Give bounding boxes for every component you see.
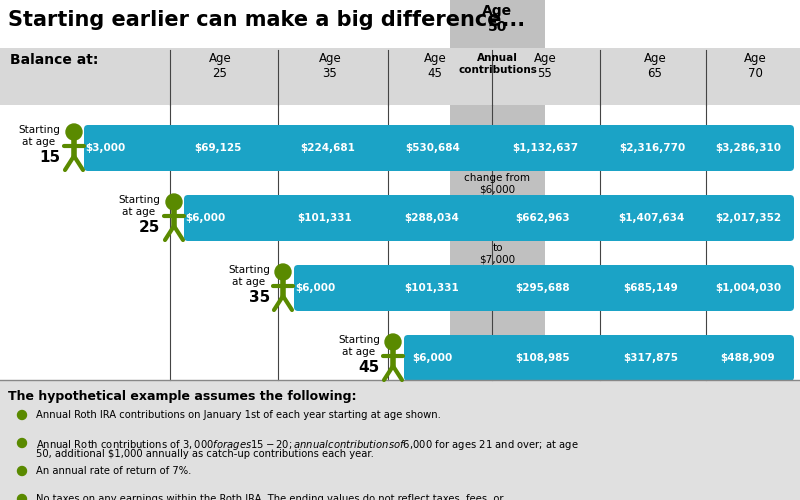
Text: $530,684: $530,684 (406, 143, 461, 153)
Bar (0, 380, 800, 500)
Circle shape (18, 494, 26, 500)
FancyBboxPatch shape (404, 335, 794, 381)
Text: change from
$6,000: change from $6,000 (465, 173, 530, 195)
Text: to
$7,000: to $7,000 (479, 243, 515, 264)
Text: $685,149: $685,149 (624, 283, 678, 293)
Circle shape (275, 264, 291, 280)
Text: Age
65: Age 65 (644, 52, 666, 80)
Text: Starting earlier can make a big difference...: Starting earlier can make a big differen… (8, 10, 525, 30)
FancyBboxPatch shape (184, 195, 794, 241)
Text: Starting
at age: Starting at age (338, 335, 380, 357)
FancyBboxPatch shape (294, 265, 794, 311)
Text: Age
45: Age 45 (424, 52, 446, 80)
Circle shape (18, 438, 26, 448)
Text: 25: 25 (138, 220, 160, 236)
Text: $1,132,637: $1,132,637 (512, 143, 578, 153)
Text: An annual rate of return of 7%.: An annual rate of return of 7%. (36, 466, 191, 476)
Text: $295,688: $295,688 (516, 283, 570, 293)
Text: $6,000: $6,000 (295, 283, 335, 293)
Text: $2,316,770: $2,316,770 (619, 143, 685, 153)
Text: $101,331: $101,331 (298, 213, 352, 223)
Text: Starting
at age: Starting at age (18, 125, 60, 147)
Text: Starting
at age: Starting at age (228, 265, 270, 287)
Text: 45: 45 (358, 360, 380, 376)
Bar (0, 0, 800, 380)
Bar (0, 48, 800, 105)
Text: $488,909: $488,909 (721, 353, 775, 363)
Text: Balance at:: Balance at: (10, 53, 98, 67)
Text: $69,125: $69,125 (194, 143, 242, 153)
Text: $3,000: $3,000 (85, 143, 125, 153)
Text: $662,963: $662,963 (516, 213, 570, 223)
Text: Age
25: Age 25 (209, 52, 231, 80)
Text: $317,875: $317,875 (623, 353, 678, 363)
Text: $2,017,352: $2,017,352 (715, 213, 781, 223)
Bar (0, 48, 800, 105)
Text: 35: 35 (249, 290, 270, 306)
Text: $101,331: $101,331 (405, 283, 459, 293)
Text: $6,000: $6,000 (185, 213, 225, 223)
Circle shape (66, 124, 82, 140)
Circle shape (18, 466, 26, 475)
Text: The hypothetical example assumes the following:: The hypothetical example assumes the fol… (8, 390, 357, 403)
Circle shape (18, 410, 26, 420)
Text: $1,407,634: $1,407,634 (618, 213, 684, 223)
FancyBboxPatch shape (84, 125, 794, 171)
Text: Annual Roth contributions of $3,000 for ages 15 - 20; annual contributions of $6: Annual Roth contributions of $3,000 for … (36, 438, 578, 452)
Bar (450, 0, 545, 380)
Text: Annual Roth IRA contributions on January 1st of each year starting at age shown.: Annual Roth IRA contributions on January… (36, 410, 441, 420)
Text: $1,004,030: $1,004,030 (715, 283, 781, 293)
Text: Annual
contributions: Annual contributions (458, 53, 537, 74)
Text: Age
55: Age 55 (534, 52, 556, 80)
Bar (450, 0, 545, 380)
Text: Age
50: Age 50 (482, 4, 513, 34)
Text: Starting
at age: Starting at age (118, 195, 160, 217)
Text: 50, additional $1,000 annually as catch-up contributions each year.: 50, additional $1,000 annually as catch-… (36, 449, 374, 459)
Circle shape (166, 194, 182, 210)
Circle shape (385, 334, 401, 350)
Text: $6,000: $6,000 (412, 353, 452, 363)
Text: $108,985: $108,985 (516, 353, 570, 363)
Text: $224,681: $224,681 (301, 143, 355, 153)
Text: Age
35: Age 35 (318, 52, 342, 80)
Text: No taxes on any earnings within the Roth IRA. The ending values do not reflect t: No taxes on any earnings within the Roth… (36, 494, 503, 500)
Text: $288,034: $288,034 (405, 213, 459, 223)
Text: 15: 15 (39, 150, 60, 166)
Text: $3,286,310: $3,286,310 (715, 143, 781, 153)
Text: Age
70: Age 70 (744, 52, 766, 80)
